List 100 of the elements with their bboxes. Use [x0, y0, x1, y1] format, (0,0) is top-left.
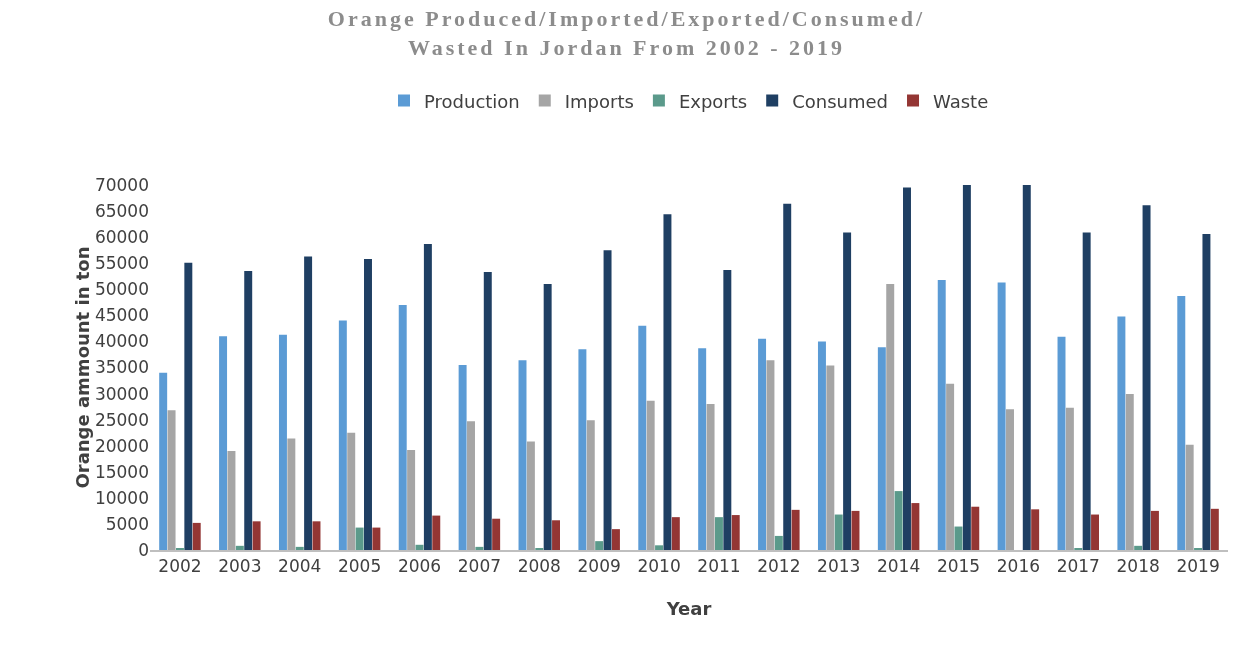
bar: [458, 364, 467, 550]
bar: [1006, 409, 1014, 550]
bar: [766, 360, 775, 550]
bar: [167, 410, 176, 550]
y-tick-label: 55000: [94, 253, 149, 274]
bar: [278, 334, 287, 550]
bar: [432, 515, 441, 550]
bar: [364, 259, 372, 550]
bar: [372, 527, 381, 550]
x-tick-label: 2007: [457, 556, 502, 577]
bar: [543, 284, 552, 550]
x-tick-label: 2008: [517, 556, 561, 577]
y-tick-label: 45000: [94, 305, 149, 326]
bar: [655, 545, 664, 550]
bar: [646, 400, 655, 550]
bar: [423, 243, 432, 550]
x-tick-label: 2009: [577, 556, 621, 577]
bar: [184, 262, 193, 550]
bar: [295, 546, 304, 550]
bar: [1134, 545, 1143, 550]
bar: [475, 546, 484, 550]
bar: [723, 269, 732, 550]
y-tick-label: 60000: [94, 227, 149, 248]
bar: [834, 514, 843, 550]
y-tick-label: 20000: [94, 435, 149, 456]
bar: [731, 515, 740, 550]
legend-label: Production: [424, 90, 520, 112]
bar: [1142, 205, 1151, 550]
bar: [698, 348, 707, 550]
bar: [1210, 508, 1219, 550]
bar: [304, 256, 313, 550]
bar: [192, 522, 201, 550]
bar: [877, 347, 886, 550]
y-tick-label: 50000: [94, 279, 149, 300]
bar: [714, 517, 723, 550]
bar: [595, 541, 604, 550]
bar: [227, 450, 236, 550]
x-tick-label: 2005: [337, 556, 382, 577]
bar: [235, 545, 244, 550]
bar: [1125, 394, 1134, 550]
bar: [252, 521, 261, 550]
bar: [219, 336, 228, 550]
x-tick-label: 2017: [1056, 556, 1100, 577]
y-tick-label: 25000: [94, 409, 149, 430]
y-tick-label: 0: [138, 539, 149, 560]
bar: [663, 214, 672, 550]
bar: [886, 284, 895, 550]
bar: [791, 509, 800, 550]
bar: [586, 420, 595, 550]
y-tick-label: 35000: [94, 357, 149, 378]
bar: [1091, 514, 1100, 550]
x-tick-label: 2004: [278, 556, 322, 577]
bar: [1022, 185, 1031, 550]
bar: [244, 271, 253, 550]
legend-label: Waste: [933, 90, 989, 112]
bar: [407, 449, 416, 550]
bar: [962, 185, 971, 550]
bar: [1117, 316, 1126, 550]
bar: [287, 438, 296, 550]
chart-title: Orange Produced/Imported/Exported/Consumed/ Wasted In Jordan From 2002 - 2019: [327, 6, 926, 60]
bar: [1065, 407, 1074, 550]
bar: [1082, 232, 1091, 550]
legend-label: Imports: [564, 90, 634, 112]
bar: [1185, 444, 1194, 550]
bar: [894, 491, 903, 550]
bar: [398, 304, 407, 550]
bar: [946, 383, 955, 550]
x-tick-label: 2012: [757, 556, 801, 577]
y-tick-label: 40000: [94, 331, 149, 352]
x-tick-label: 2002: [158, 556, 202, 577]
bar: [911, 503, 920, 550]
bar: [997, 282, 1006, 550]
x-tick-label: 2010: [637, 556, 681, 577]
bar: [1177, 296, 1186, 550]
y-tick-label: 5000: [105, 513, 149, 534]
bar: [706, 404, 715, 550]
x-tick-label: 2013: [817, 556, 861, 577]
legend-label: Exports: [678, 90, 748, 112]
x-tick-label: 2016: [996, 556, 1041, 577]
bar: [903, 187, 911, 550]
bar: [483, 272, 492, 550]
bar: [1150, 510, 1159, 550]
x-tick-label: 2014: [876, 556, 921, 577]
bar: [1031, 509, 1040, 550]
y-tick-label: 30000: [94, 383, 149, 404]
x-tick-label: 2018: [1116, 556, 1160, 577]
x-tick-label: 2006: [397, 556, 442, 577]
bar: [603, 250, 612, 550]
x-tick-label: 2019: [1176, 556, 1220, 577]
x-axis-title: Year: [665, 598, 712, 619]
bar: [578, 349, 587, 550]
bar: [611, 529, 620, 550]
y-axis-title: Orange ammount in ton: [71, 246, 93, 489]
bar: [552, 520, 561, 550]
x-tick-label: 2003: [218, 556, 262, 577]
bar: [467, 421, 475, 550]
bar: [492, 518, 501, 550]
y-tick-label: 65000: [94, 201, 149, 222]
bar: [774, 535, 783, 550]
bar: [638, 325, 647, 550]
